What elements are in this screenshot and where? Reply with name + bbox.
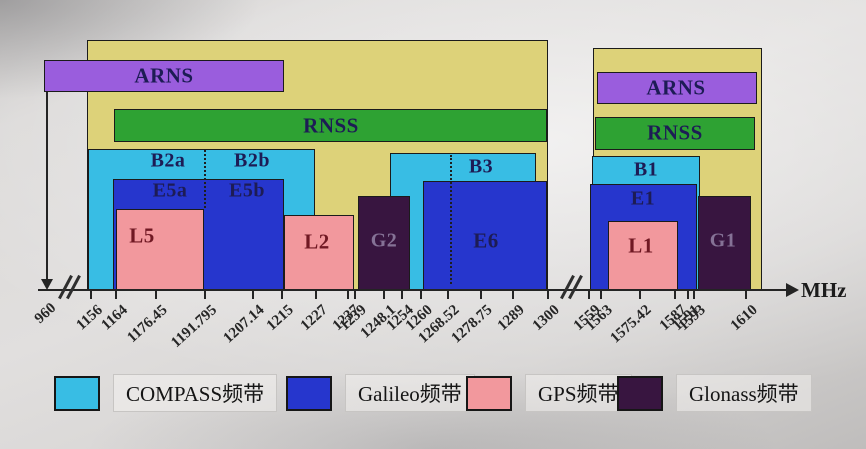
axis-tick-mark [115, 290, 117, 299]
band-divider-dotted [204, 150, 206, 208]
band-label-e6: E6 [473, 228, 499, 253]
axis-origin-label: 960 [31, 300, 59, 327]
band-label-arns: ARNS [646, 75, 706, 100]
axis-tick-label: 1227 [297, 302, 331, 334]
axis-tick-mark [90, 290, 92, 299]
legend: COMPASS频带 Galileo频带 GPS频带 Glonass频带 [0, 374, 866, 430]
axis-tick-mark [674, 290, 676, 299]
frequency-axis-line [38, 289, 788, 291]
axis-unit-label: MHz [801, 278, 847, 302]
axis-tick-label: 1610 [727, 302, 761, 334]
band-glonass-g2 [358, 196, 410, 290]
band-label-l1: L1 [628, 233, 654, 258]
axis-tick-mark [547, 290, 549, 299]
axis-tick-mark [512, 290, 514, 299]
axis-arrowhead-icon [786, 283, 799, 297]
axis-tick-mark [204, 290, 206, 299]
band-divider-dotted [450, 155, 452, 284]
band-label-b2a: B2a [150, 149, 186, 172]
legend-swatch-glonass [617, 375, 663, 411]
arns-extent-arrow-line [46, 92, 48, 280]
axis-tick-mark [315, 290, 317, 299]
axis-tick-mark [745, 290, 747, 299]
legend-swatch-compass [54, 375, 100, 411]
axis-tick-label: 1164 [98, 302, 131, 334]
axis-tick-label: 1176.45 [124, 302, 171, 346]
axis-tick-mark [354, 290, 356, 299]
band-label-rnss: RNSS [303, 113, 359, 138]
legend-label-glonass: Glonass频带 [676, 374, 812, 412]
axis-tick-label: 1215 [263, 302, 297, 334]
band-label-b2b: B2b [234, 149, 270, 172]
axis-tick-mark [401, 290, 403, 299]
band-label-l2: L2 [304, 229, 330, 254]
axis-tick-mark [347, 290, 349, 299]
axis-tick-mark [447, 290, 449, 299]
band-gps-l2 [284, 215, 354, 290]
legend-item-galileo: Galileo频带 [286, 374, 475, 412]
band-label-e1: E1 [630, 187, 656, 210]
band-label-e5a: E5a [152, 179, 188, 202]
legend-item-glonass: Glonass频带 [617, 374, 812, 412]
legend-label-galileo: Galileo频带 [345, 374, 475, 412]
legend-label-compass: COMPASS频带 [113, 374, 278, 412]
legend-swatch-gps [466, 375, 512, 411]
legend-label-gps: GPS频带 [525, 374, 632, 412]
axis-tick-mark [420, 290, 422, 299]
axis-break-mark [560, 274, 575, 300]
band-label-l5: L5 [129, 223, 155, 248]
band-label-b1: B1 [633, 158, 659, 181]
band-label-rnss: RNSS [647, 120, 703, 145]
band-rnss-low [114, 109, 547, 142]
band-label-g2: G2 [370, 229, 398, 252]
legend-item-gps: GPS频带 [466, 374, 632, 412]
axis-tick-mark [687, 290, 689, 299]
band-glonass-g1 [698, 196, 751, 290]
band-arns-high [597, 72, 757, 104]
axis-tick-mark [693, 290, 695, 299]
axis-tick-mark [600, 290, 602, 299]
band-label-e5b: E5b [229, 179, 265, 202]
band-rnss-high [595, 117, 755, 150]
axis-tick-label: 1300 [529, 302, 563, 334]
band-label-g1: G1 [709, 229, 737, 252]
axis-tick-mark [383, 290, 385, 299]
axis-tick-mark [639, 290, 641, 299]
axis-tick-mark [281, 290, 283, 299]
arns-extent-arrowhead-icon [41, 279, 53, 290]
legend-item-compass: COMPASS频带 [54, 374, 278, 412]
axis-tick-mark [155, 290, 157, 299]
band-label-b3: B3 [468, 155, 494, 178]
band-label-arns: ARNS [134, 63, 194, 88]
axis-break-mark [58, 274, 73, 300]
axis-tick-mark [588, 290, 590, 299]
axis-tick-label: 1191.795 [167, 302, 220, 351]
axis-tick-label: 1575.42 [607, 302, 655, 347]
axis-tick-mark [252, 290, 254, 299]
band-gps-l5 [116, 209, 204, 290]
axis-tick-label: 1289 [494, 302, 528, 334]
axis-tick-label: 1207.14 [220, 302, 268, 347]
legend-swatch-galileo [286, 375, 332, 411]
axis-tick-mark [480, 290, 482, 299]
band-arns-low [44, 60, 284, 92]
